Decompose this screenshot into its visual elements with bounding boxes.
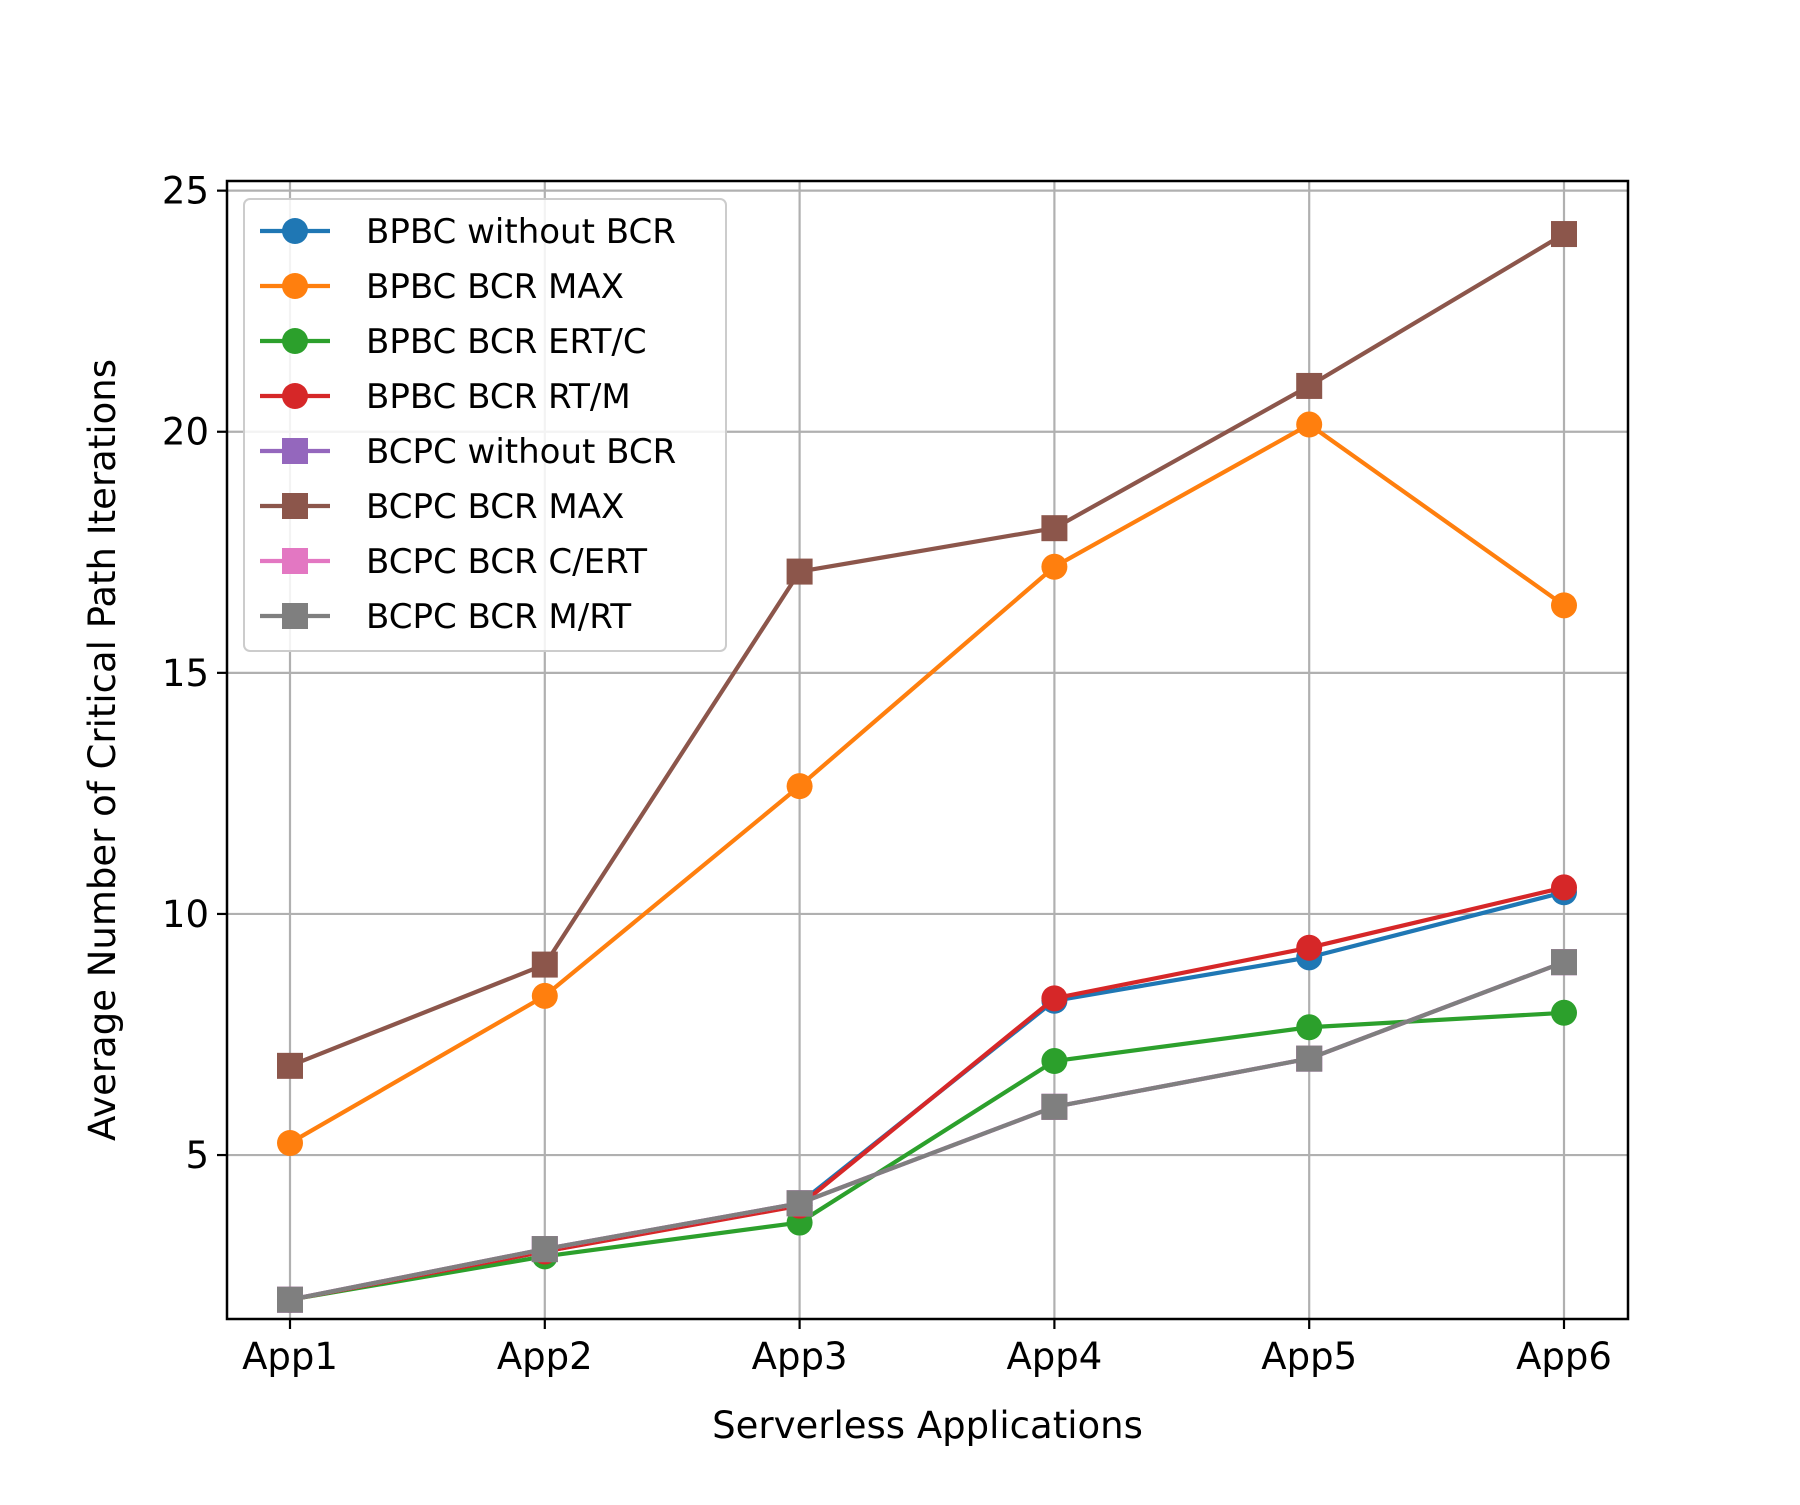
legend-marker — [282, 218, 308, 244]
legend-marker — [282, 273, 308, 299]
data-point — [531, 1236, 558, 1263]
series-line — [289, 232, 1566, 1068]
data-point — [1041, 1048, 1068, 1075]
series-layer — [277, 221, 1577, 1313]
legend-marker — [282, 493, 308, 519]
legend-label: BCPC BCR C/ERT — [366, 542, 647, 582]
y-tick-label: 5 — [185, 1134, 209, 1177]
series-line — [289, 1010, 1565, 1302]
data-point — [1551, 592, 1577, 619]
data-point — [277, 1052, 303, 1079]
legend-marker — [282, 383, 308, 409]
series-group — [277, 949, 1577, 1313]
legend-label: BPBC BCR ERT/C — [366, 322, 647, 362]
data-point — [1551, 949, 1577, 976]
grid — [227, 181, 1628, 1319]
legend-label: BCPC BCR M/RT — [366, 597, 631, 637]
data-point — [531, 951, 558, 978]
data-point — [786, 1190, 813, 1217]
legend-marker — [282, 548, 308, 574]
x-tick-label: App2 — [497, 1335, 593, 1378]
x-tick-label: App3 — [752, 1335, 848, 1378]
x-tick-label: App1 — [242, 1335, 338, 1378]
data-point — [1296, 372, 1323, 399]
x-tick-label: App5 — [1261, 1335, 1357, 1378]
data-point — [1296, 1014, 1323, 1041]
legend-label: BCPC BCR MAX — [366, 487, 624, 527]
legend-marker — [282, 328, 308, 354]
data-point — [1551, 999, 1577, 1026]
data-point — [277, 1129, 303, 1156]
data-point — [277, 1286, 303, 1313]
data-point — [531, 982, 558, 1009]
data-point — [1296, 411, 1323, 438]
y-tick-label: 10 — [162, 893, 209, 936]
series-group — [277, 221, 1577, 1079]
series-group — [277, 411, 1577, 1156]
legend-marker — [282, 603, 308, 629]
legend-label: BCPC without BCR — [366, 432, 676, 472]
x-axis-title: Serverless Applications — [712, 1404, 1143, 1447]
x-tick-label: App4 — [1006, 1335, 1102, 1378]
data-point — [1296, 934, 1323, 961]
data-point — [1041, 515, 1068, 542]
y-tick-label: 25 — [162, 170, 209, 213]
data-point — [786, 558, 813, 585]
legend-box — [243, 198, 727, 652]
series-line — [289, 960, 1565, 1302]
x-tick-label: App6 — [1516, 1335, 1612, 1378]
legend-label: BPBC BCR MAX — [366, 267, 624, 307]
legend-label: BPBC BCR RT/M — [366, 377, 631, 417]
data-point — [1041, 1093, 1068, 1120]
data-point — [1041, 985, 1068, 1012]
data-point — [1041, 553, 1068, 580]
legend-marker — [282, 438, 308, 464]
data-point — [786, 773, 813, 800]
y-tick-label: 15 — [162, 652, 209, 695]
data-point — [1296, 1045, 1323, 1072]
legend-label: BPBC without BCR — [366, 212, 676, 252]
y-tick-label: 20 — [162, 411, 209, 454]
ticks: App1 App2 App3 App4 App5 App6 5 10 15 20 25 — [162, 170, 1612, 1378]
legend: BPBC without BCR BPBC BCR MAX BPBC BCR ERT… — [243, 198, 727, 652]
data-point — [1551, 221, 1577, 248]
y-axis-title: Average Number of Critical Path Iteratio… — [81, 359, 124, 1141]
plot-frame — [225, 179, 1630, 1321]
data-point — [1551, 874, 1577, 901]
series-line — [288, 422, 1566, 1145]
